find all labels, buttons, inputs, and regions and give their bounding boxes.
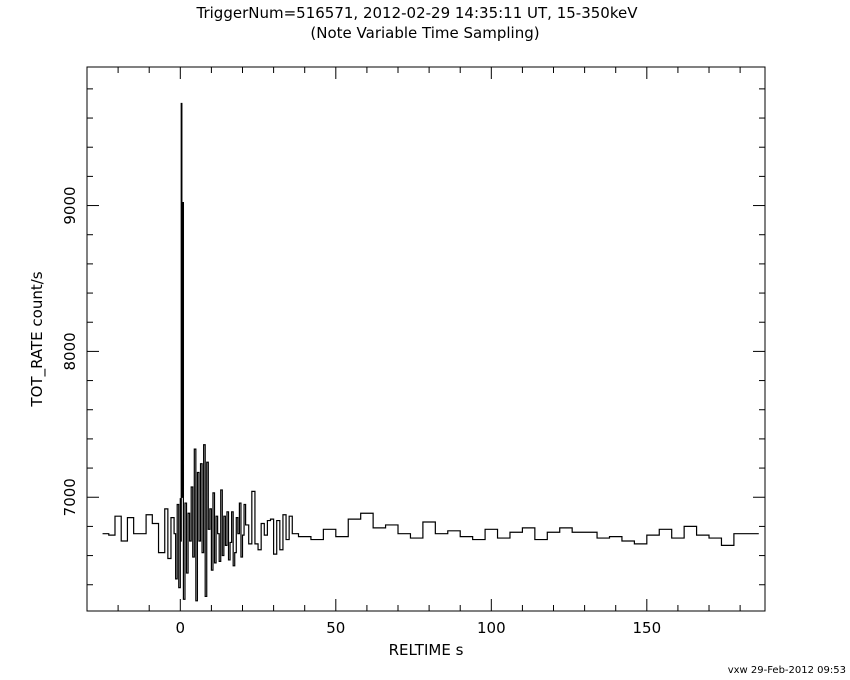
plot-frame	[86, 66, 766, 612]
x-axis-label: RELTIME s	[389, 641, 464, 659]
chart-title: TriggerNum=516571, 2012-02-29 14:35:11 U…	[196, 4, 639, 22]
x-tick-label: 0	[176, 619, 186, 637]
axis-ticks	[86, 67, 765, 611]
y-axis-label: TOT_RATE count/s	[28, 271, 47, 407]
y-tick-label: 8000	[61, 332, 79, 370]
series-group	[102, 102, 759, 602]
x-tick-label: 100	[477, 619, 506, 637]
rate-step-line	[102, 102, 759, 602]
y-tick-label: 9000	[61, 186, 79, 224]
y-tick-label: 7000	[61, 478, 79, 516]
x-tick-label: 150	[632, 619, 661, 637]
chart-subtitle: (Note Variable Time Sampling)	[310, 24, 539, 42]
tick-labels: 0 50 100 150 7000 8000 9000	[61, 186, 661, 637]
footer-timestamp: vxw 29-Feb-2012 09:53	[728, 665, 846, 676]
x-tick-label: 50	[326, 619, 345, 637]
